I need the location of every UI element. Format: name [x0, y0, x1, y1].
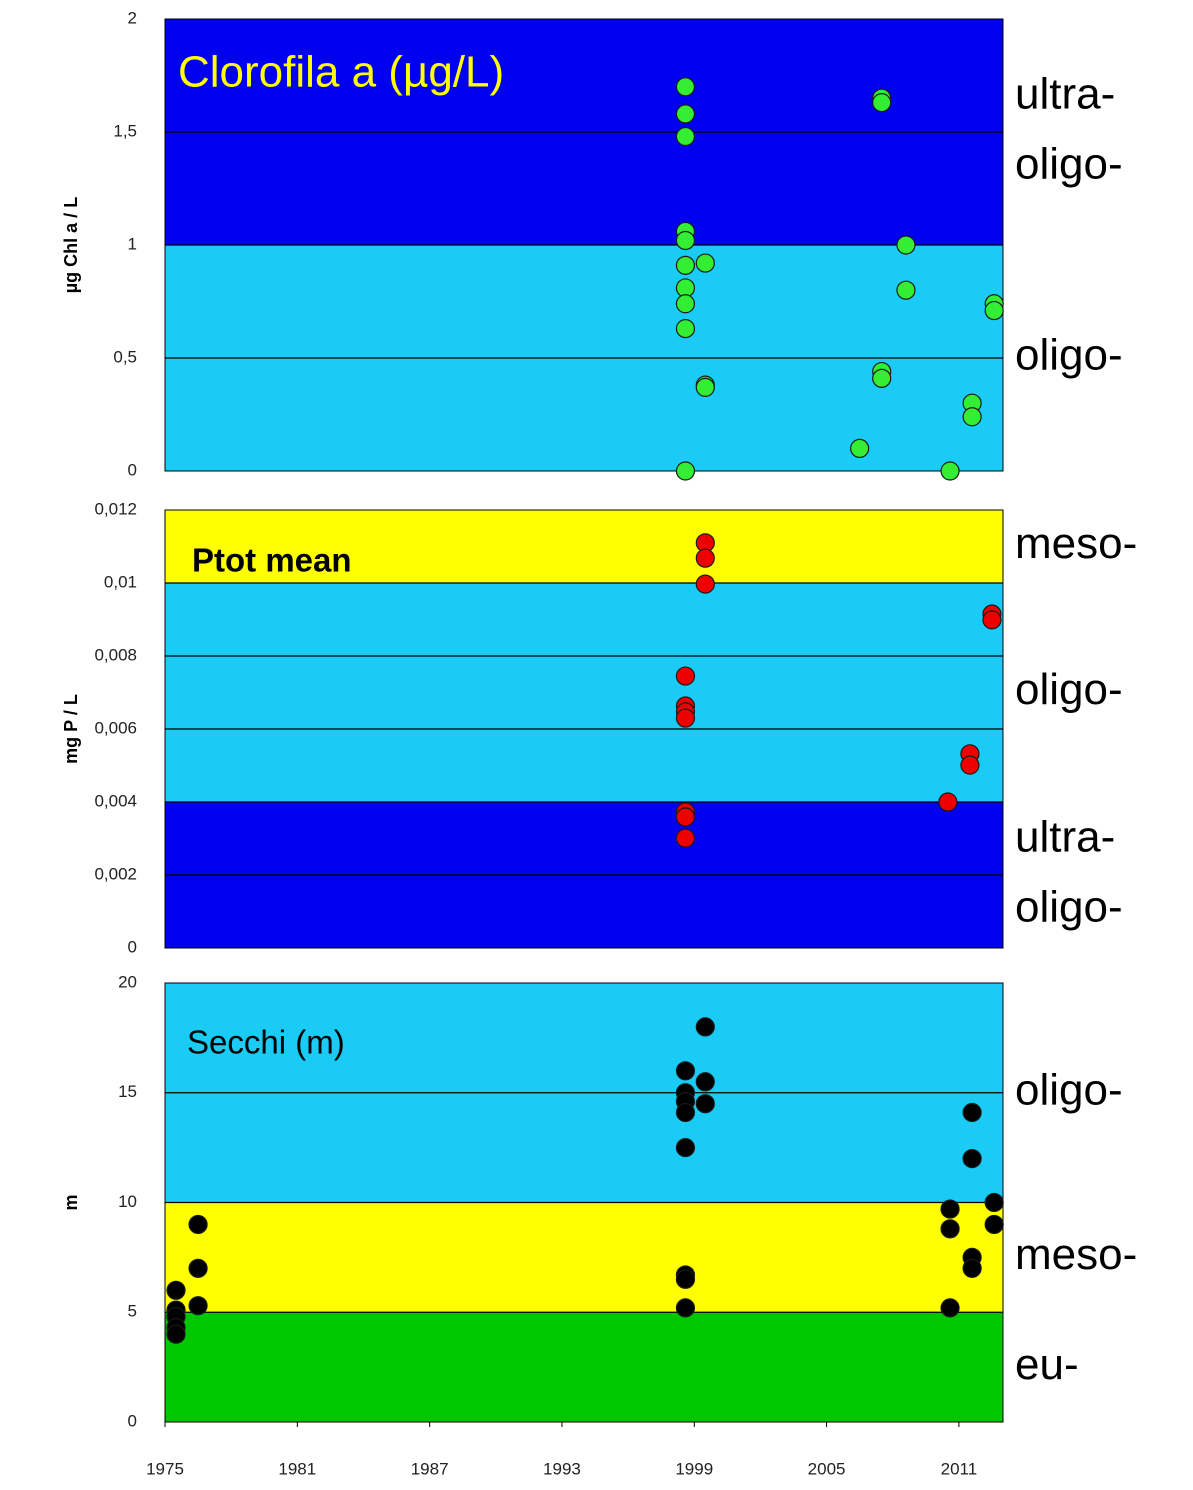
trophic-label: oligo-: [1015, 883, 1123, 932]
panel-title: Ptot mean: [192, 542, 352, 579]
data-point: [940, 1298, 960, 1318]
data-point: [695, 548, 715, 568]
data-point: [675, 126, 696, 147]
y-tick-label: 0: [128, 1411, 137, 1430]
y-tick-label: 20: [118, 972, 137, 991]
trophic-label: oligo-: [1015, 1065, 1123, 1114]
data-point: [675, 1269, 696, 1289]
data-point: [982, 610, 1002, 630]
data-point: [188, 1258, 208, 1278]
y-tick-label: 10: [118, 1192, 137, 1211]
data-point: [695, 1072, 715, 1092]
data-point: [872, 93, 892, 113]
x-tick-label: 1975: [146, 1459, 184, 1478]
data-point: [960, 755, 980, 775]
y-tick-label: 0,5: [113, 347, 137, 366]
data-point: [962, 1102, 982, 1123]
trophic-label: ultra-: [1015, 70, 1115, 119]
data-point: [166, 1324, 186, 1344]
y-axis-label: m: [61, 1194, 81, 1210]
y-tick-label: 1,5: [113, 121, 137, 140]
plot-frame: [164, 18, 1004, 472]
data-point: [675, 666, 696, 686]
data-point: [695, 574, 715, 594]
data-point: [872, 368, 892, 388]
x-tick-label: 1987: [411, 1459, 449, 1478]
trophic-label: eu-: [1015, 1340, 1079, 1389]
data-point: [675, 461, 696, 481]
data-point: [675, 1102, 696, 1123]
y-tick-label: 0,002: [94, 864, 137, 883]
y-axis-label: µg Chl a / L: [61, 197, 81, 293]
trophic-band: [165, 1312, 1003, 1422]
trophic-band: [165, 510, 1003, 583]
data-point: [984, 1192, 1004, 1213]
data-point: [675, 294, 696, 314]
y-tick-label: 0,012: [94, 499, 137, 518]
y-tick-label: 0,008: [94, 645, 137, 664]
data-point: [940, 1199, 960, 1219]
y-axis-label: mg P / L: [61, 694, 81, 764]
y-tick-label: 5: [128, 1302, 137, 1321]
x-tick-label: 1993: [543, 1459, 581, 1478]
data-point: [675, 1061, 696, 1081]
data-point: [675, 77, 696, 97]
data-point: [940, 1219, 960, 1239]
data-point: [896, 280, 916, 300]
data-point: [984, 300, 1004, 321]
panel-title: Clorofila a (µg/L): [178, 48, 504, 97]
x-tick-label: 1999: [675, 1459, 713, 1478]
data-point: [896, 235, 916, 255]
y-tick-label: 0: [128, 460, 137, 479]
plot-frame: [164, 509, 1004, 949]
y-tick-label: 0,01: [104, 572, 137, 591]
data-point: [675, 319, 696, 339]
data-point: [675, 708, 696, 728]
trophic-label: oligo-: [1015, 140, 1123, 189]
data-point: [850, 438, 870, 458]
data-point: [675, 828, 696, 848]
data-point: [675, 230, 696, 251]
data-point: [675, 1138, 696, 1158]
data-point: [675, 255, 696, 275]
trophic-band: [165, 1202, 1003, 1313]
data-point: [938, 792, 958, 812]
data-point: [984, 1214, 1004, 1235]
data-point: [188, 1214, 208, 1235]
y-tick-label: 1: [128, 234, 137, 253]
x-tick-label: 2011: [941, 1459, 978, 1478]
x-tick-label: 1981: [278, 1459, 316, 1478]
y-tick-label: 0: [128, 937, 137, 956]
data-point: [695, 1017, 715, 1037]
data-point: [166, 1280, 186, 1300]
data-point: [695, 377, 715, 397]
data-point: [675, 104, 696, 124]
data-point: [675, 1298, 696, 1318]
data-point: [188, 1296, 208, 1316]
y-tick-label: 15: [118, 1082, 137, 1101]
data-point: [962, 407, 982, 427]
data-point: [940, 461, 960, 481]
trophic-label: ultra-: [1015, 813, 1115, 862]
data-point: [695, 1094, 715, 1114]
trophic-band: [165, 583, 1003, 802]
data-point: [695, 253, 715, 273]
trophic-label: meso-: [1015, 519, 1137, 568]
trophic-label: meso-: [1015, 1230, 1137, 1279]
data-point: [962, 1148, 982, 1169]
x-tick-label: 2005: [808, 1459, 846, 1478]
panel-title: Secchi (m): [187, 1024, 345, 1061]
trophic-label: oligo-: [1015, 665, 1123, 714]
y-tick-label: 0,004: [94, 791, 137, 810]
y-tick-label: 2: [128, 8, 137, 27]
data-point: [675, 807, 696, 827]
y-tick-label: 0,006: [94, 718, 137, 737]
trophic-label: oligo-: [1015, 331, 1123, 380]
data-point: [962, 1258, 982, 1278]
